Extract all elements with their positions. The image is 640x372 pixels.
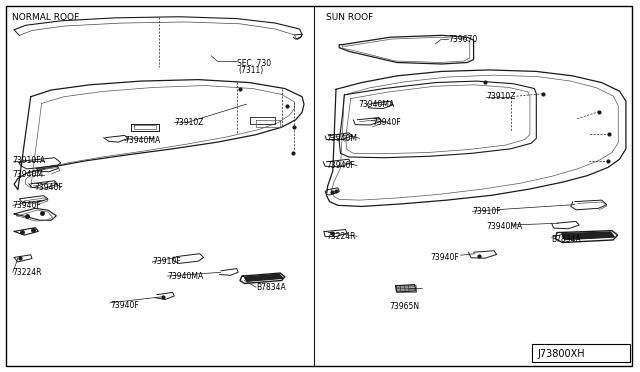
Text: 73965N: 73965N bbox=[389, 302, 419, 311]
Text: 73940MA: 73940MA bbox=[358, 100, 395, 109]
Text: 73940MA: 73940MA bbox=[168, 272, 204, 280]
Text: 73910F: 73910F bbox=[472, 207, 501, 216]
Text: 73940F: 73940F bbox=[13, 201, 42, 210]
Polygon shape bbox=[562, 232, 614, 240]
Text: 73940F: 73940F bbox=[34, 183, 63, 192]
Text: (7311): (7311) bbox=[238, 66, 263, 75]
Polygon shape bbox=[244, 274, 283, 281]
Text: 73940F: 73940F bbox=[372, 118, 401, 126]
Text: 73910Z: 73910Z bbox=[486, 92, 516, 101]
Text: 73940F: 73940F bbox=[110, 301, 139, 310]
Text: B7834A: B7834A bbox=[256, 283, 285, 292]
Text: 73940M: 73940M bbox=[13, 170, 44, 179]
Text: NORMAL ROOF: NORMAL ROOF bbox=[12, 13, 79, 22]
Text: 73910F: 73910F bbox=[152, 257, 181, 266]
Text: 73910Z: 73910Z bbox=[174, 118, 204, 126]
Text: B7834A: B7834A bbox=[552, 235, 581, 244]
Bar bbox=[396, 285, 416, 292]
Text: 73224R: 73224R bbox=[13, 268, 42, 277]
Text: 73940MA: 73940MA bbox=[125, 136, 161, 145]
Text: 739670: 739670 bbox=[448, 35, 477, 44]
Text: 73224R: 73224R bbox=[326, 232, 356, 241]
Text: SEC. 730: SEC. 730 bbox=[237, 59, 271, 68]
Text: 73940F: 73940F bbox=[430, 253, 459, 262]
Text: 73940MA: 73940MA bbox=[486, 222, 523, 231]
Text: 73940M: 73940M bbox=[326, 134, 357, 143]
Bar bbox=[532, 344, 630, 362]
Text: 73910FA: 73910FA bbox=[13, 156, 46, 165]
Text: 73940F: 73940F bbox=[326, 161, 355, 170]
Text: SUN ROOF: SUN ROOF bbox=[326, 13, 374, 22]
Text: J73800XH: J73800XH bbox=[538, 349, 585, 359]
